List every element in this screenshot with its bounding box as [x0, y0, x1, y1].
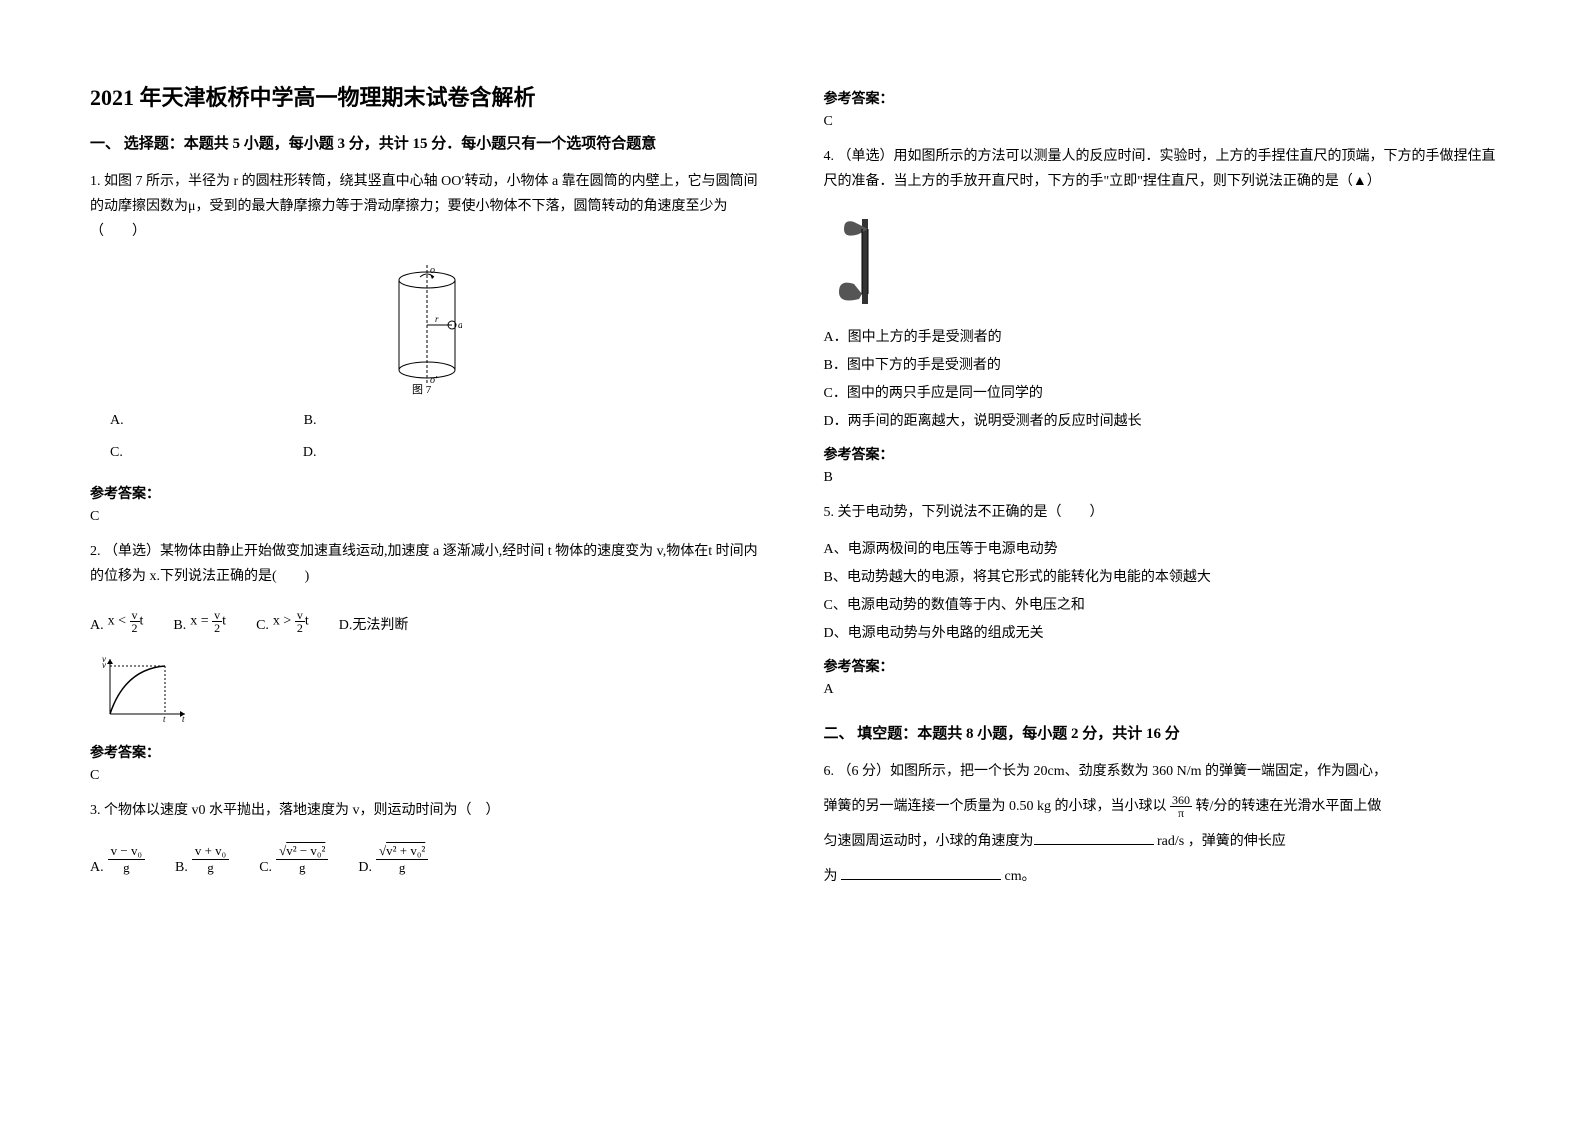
- q4-option-c: C．图中的两只手应是同一位同学的: [824, 380, 1498, 408]
- q3-options: A. v − v₀g B. v + v₀g C. √v² − v₀²g D. √…: [90, 843, 764, 876]
- q2-option-a: A. x < v2t: [90, 609, 143, 634]
- q1-options-row-1: A. B.: [90, 413, 764, 429]
- q1-option-a: A.: [110, 413, 124, 429]
- svg-text:r: r: [435, 314, 439, 324]
- page-title: 2021 年天津板桥中学高一物理期末试卷含解析: [90, 80, 764, 112]
- question-5: 5. 关于电动势，下列说法不正确的是（ ）: [824, 500, 1498, 525]
- velocity-graph-icon: v t t v: [100, 654, 190, 724]
- right-column: 参考答案： C 4. （单选）用如图所示的方法可以测量人的反应时间．实验时，上方…: [824, 80, 1498, 1042]
- question-1: 1. 如图 7 所示，半径为 r 的圆柱形转筒，绕其竖直中心轴 OO′转动，小物…: [90, 169, 764, 245]
- q3-option-d: D. √v² + v₀²g: [358, 843, 428, 876]
- svg-text:v: v: [102, 654, 106, 664]
- q2-option-b: B. x = v2t: [173, 609, 226, 634]
- question-6-line3: 匀速圆周运动时，小球的角速度为 rad/s ，弹簧的伸长应: [824, 829, 1498, 854]
- question-6-line2: 弹簧的另一端连接一个质量为 0.50 kg 的小球，当小球以 360π 转/分的…: [824, 794, 1498, 819]
- reaction-ruler-icon: [824, 214, 904, 314]
- q5-answer-label: 参考答案：: [824, 656, 1498, 676]
- q4-option-a: A．图中上方的手是受测者的: [824, 324, 1498, 352]
- q5-options: A、电源两极间的电压等于电源电动势 B、电动势越大的电源，将其它形式的能转化为电…: [824, 536, 1498, 648]
- q5-answer: A: [824, 682, 1498, 698]
- section-2-header: 二、 填空题：本题共 8 小题，每小题 2 分，共计 16 分: [824, 722, 1498, 743]
- q1-figure-container: o o′ r a 图 7: [90, 265, 764, 395]
- svg-text:a: a: [458, 320, 462, 331]
- q5-option-b: B、电动势越大的电源，将其它形式的能转化为电能的本领越大: [824, 564, 1498, 592]
- q2-options: A. x < v2t B. x = v2t C. x > v2t D.无法判断: [90, 609, 764, 634]
- q3-option-c: C. √v² − v₀²g: [259, 843, 328, 876]
- blank-angular-velocity: [1034, 831, 1154, 845]
- q2-answer-label: 参考答案：: [90, 742, 764, 762]
- q4-answer: B: [824, 470, 1498, 486]
- q4-options: A．图中上方的手是受测者的 B．图中下方的手是受测者的 C．图中的两只手应是同一…: [824, 324, 1498, 436]
- q1-answer: C: [90, 509, 764, 525]
- left-column: 2021 年天津板桥中学高一物理期末试卷含解析 一、 选择题：本题共 5 小题，…: [90, 80, 764, 1042]
- q5-option-a: A、电源两极间的电压等于电源电动势: [824, 536, 1498, 564]
- q2-answer: C: [90, 768, 764, 784]
- q1-options-row-2: C. D.: [90, 445, 764, 461]
- question-3: 3. 个物体以速度 v0 水平抛出，落地速度为 v，则运动时间为（ ）: [90, 798, 764, 823]
- question-2: 2. （单选）某物体由静止开始做变加速直线运动,加速度 a 逐渐减小,经时间 t…: [90, 539, 764, 589]
- q4-option-b: B．图中下方的手是受测者的: [824, 352, 1498, 380]
- svg-text:图 7: 图 7: [412, 383, 432, 395]
- q5-option-d: D、电源电动势与外电路的组成无关: [824, 620, 1498, 648]
- q1-answer-label: 参考答案：: [90, 483, 764, 503]
- blank-extension: [841, 866, 1001, 880]
- question-6-line1: 6. （6 分）如图所示，把一个长为 20cm、劲度系数为 360 N/m 的弹…: [824, 759, 1498, 784]
- q4-answer-label: 参考答案：: [824, 444, 1498, 464]
- svg-text:t: t: [182, 714, 185, 724]
- q2-option-d: D.无法判断: [339, 614, 409, 634]
- svg-text:t: t: [163, 714, 166, 724]
- q1-option-c: C.: [110, 445, 123, 461]
- q1-option-d: D.: [303, 445, 317, 461]
- q3-option-a: A. v − v₀g: [90, 843, 145, 876]
- q3-answer: C: [824, 114, 1498, 130]
- q5-option-c: C、电源电动势的数值等于内、外电压之和: [824, 592, 1498, 620]
- q2-option-c: C. x > v2t: [256, 609, 309, 634]
- section-1-header: 一、 选择题：本题共 5 小题，每小题 3 分，共计 15 分．每小题只有一个选…: [90, 132, 764, 153]
- question-4: 4. （单选）用如图所示的方法可以测量人的反应时间．实验时，上方的手捏住直尺的顶…: [824, 144, 1498, 194]
- q3-answer-label: 参考答案：: [824, 88, 1498, 108]
- cylinder-icon: o o′ r a 图 7: [392, 265, 462, 395]
- q4-option-d: D．两手间的距离越大，说明受测者的反应时间越长: [824, 408, 1498, 436]
- q1-option-b: B.: [304, 413, 317, 429]
- question-6-line4: 为 cm。: [824, 864, 1498, 889]
- q3-option-b: B. v + v₀g: [175, 843, 229, 876]
